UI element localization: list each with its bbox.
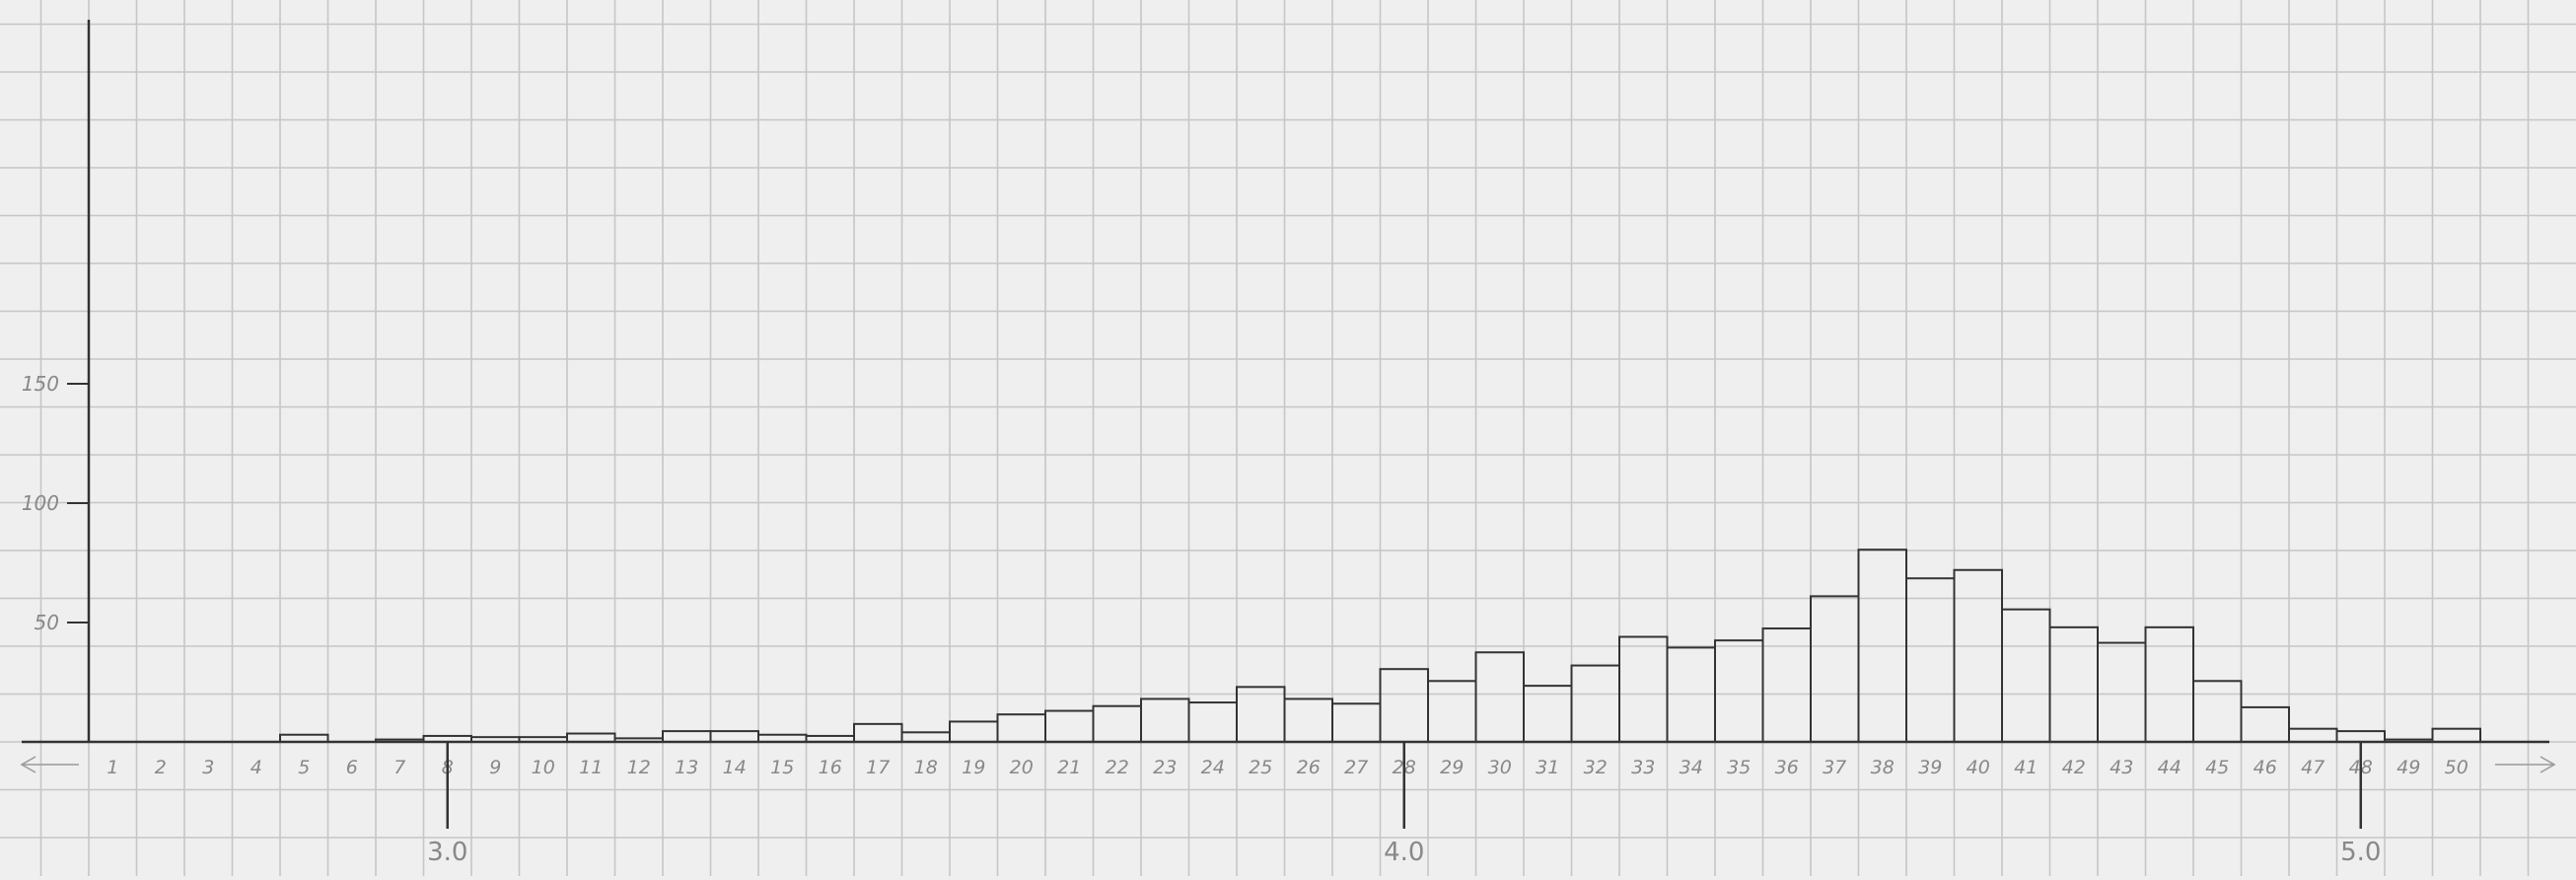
x-tick-label: 9 — [489, 757, 501, 778]
x-tick-label: 21 — [1057, 757, 1081, 778]
x-tick-label: 4 — [250, 757, 262, 778]
histogram-bar — [1427, 680, 1477, 743]
x-tick-label: 41 — [2014, 757, 2038, 778]
x-tick-label: 40 — [1967, 757, 1990, 778]
x-tick-label: 27 — [1344, 757, 1368, 778]
histogram-bar — [566, 732, 616, 744]
histogram-bar — [853, 722, 903, 743]
histogram-bar — [900, 731, 951, 744]
x-tick-label: 13 — [675, 757, 698, 778]
histogram-bar — [709, 730, 759, 743]
histogram-bar — [662, 730, 712, 743]
histogram-bar — [1379, 668, 1429, 743]
histogram-bar — [1236, 686, 1286, 744]
histogram-bar — [2240, 705, 2290, 743]
histogram-bar — [1044, 709, 1095, 743]
y-tick-label: 100 — [22, 491, 59, 515]
x-tick-label: 30 — [1488, 757, 1512, 778]
histogram-bar — [805, 734, 855, 744]
histogram-bar — [1140, 697, 1190, 744]
x-tick-label: 12 — [627, 757, 651, 778]
histogram-bar — [1092, 704, 1142, 744]
x-tick-label: 38 — [1871, 757, 1895, 778]
x-tick-label: 47 — [2301, 757, 2325, 778]
y-tick-label: 150 — [22, 372, 59, 396]
x-tick-label: 45 — [2205, 757, 2229, 778]
x-tick-label: 19 — [962, 757, 985, 778]
right-arrow-head — [2540, 756, 2556, 773]
histogram-bar — [1953, 568, 2003, 744]
x-tick-label: 33 — [1631, 757, 1655, 778]
x-tick-label: 50 — [2445, 757, 2469, 778]
histogram-bar — [2431, 727, 2481, 744]
histogram-bar — [2144, 625, 2194, 744]
x-tick-label: 17 — [866, 757, 890, 778]
histogram-bar — [279, 733, 329, 743]
x-tick-label: 42 — [2062, 757, 2086, 778]
histogram-bar — [2001, 608, 2051, 743]
x-tick-label: 15 — [770, 757, 794, 778]
x-tick-label: 39 — [1918, 757, 1942, 778]
x-tick-label: 49 — [2397, 757, 2420, 778]
histogram-bar — [2288, 727, 2338, 744]
left-arrow-head — [20, 756, 36, 773]
x-tick-label: 36 — [1775, 757, 1799, 778]
x-tick-label: 2 — [155, 757, 167, 778]
histogram-bar — [2097, 641, 2147, 744]
histogram-bar — [949, 720, 999, 743]
x-tick-label: 22 — [1106, 757, 1129, 778]
x-tick-label: 1 — [107, 757, 118, 778]
x-tick-label: 35 — [1727, 757, 1751, 778]
histogram-bar — [470, 736, 521, 743]
x-tick-label: 46 — [2254, 757, 2277, 778]
histogram-bar — [518, 736, 568, 743]
histogram-bar — [2335, 730, 2386, 743]
histogram-bar — [2048, 625, 2099, 744]
x-tick-label: 6 — [346, 757, 358, 778]
histogram-bar — [1187, 701, 1238, 744]
x-tick-label: 10 — [532, 757, 555, 778]
x-tick-label: 7 — [394, 757, 405, 778]
x-tick-label: 44 — [2158, 757, 2182, 778]
histogram-bar — [2192, 680, 2243, 743]
x-tick-label: 16 — [819, 757, 842, 778]
x-tick-label: 23 — [1153, 757, 1177, 778]
x-tick-label: 37 — [1823, 757, 1846, 778]
histogram-bar — [422, 734, 472, 744]
y-tick-label: 50 — [35, 611, 59, 634]
x-tick-label: 14 — [723, 757, 747, 778]
x-tick-label: 43 — [2110, 757, 2133, 778]
x-tick-label: 3 — [202, 757, 214, 778]
histogram-bar — [1331, 702, 1382, 744]
secondary-tick-label: 4.0 — [1384, 838, 1424, 867]
histogram-bar — [1810, 595, 1860, 743]
x-tick-label: 18 — [914, 757, 938, 778]
x-tick-label: 24 — [1201, 757, 1225, 778]
x-tick-label: 32 — [1584, 757, 1608, 778]
x-tick-label: 26 — [1297, 757, 1321, 778]
histogram-bar — [1474, 651, 1525, 743]
histogram-bar — [996, 713, 1046, 743]
x-tick-label: 25 — [1249, 757, 1272, 778]
secondary-tick-label: 5.0 — [2340, 838, 2381, 867]
histogram-bar — [1618, 635, 1669, 744]
x-tick-label: 20 — [1010, 757, 1034, 778]
x-tick-label: 34 — [1680, 757, 1703, 778]
x-tick-label: 29 — [1440, 757, 1464, 778]
histogram-bar — [613, 737, 664, 743]
secondary-tick-label: 3.0 — [427, 838, 467, 867]
histogram-bar — [1283, 697, 1333, 744]
histogram-bar — [1570, 664, 1620, 743]
x-tick-label: 31 — [1536, 757, 1559, 778]
x-tick-label: 5 — [298, 757, 310, 778]
histogram-bar — [1714, 639, 1764, 744]
histogram-bar — [1905, 577, 1956, 743]
x-tick-label: 11 — [579, 757, 603, 778]
